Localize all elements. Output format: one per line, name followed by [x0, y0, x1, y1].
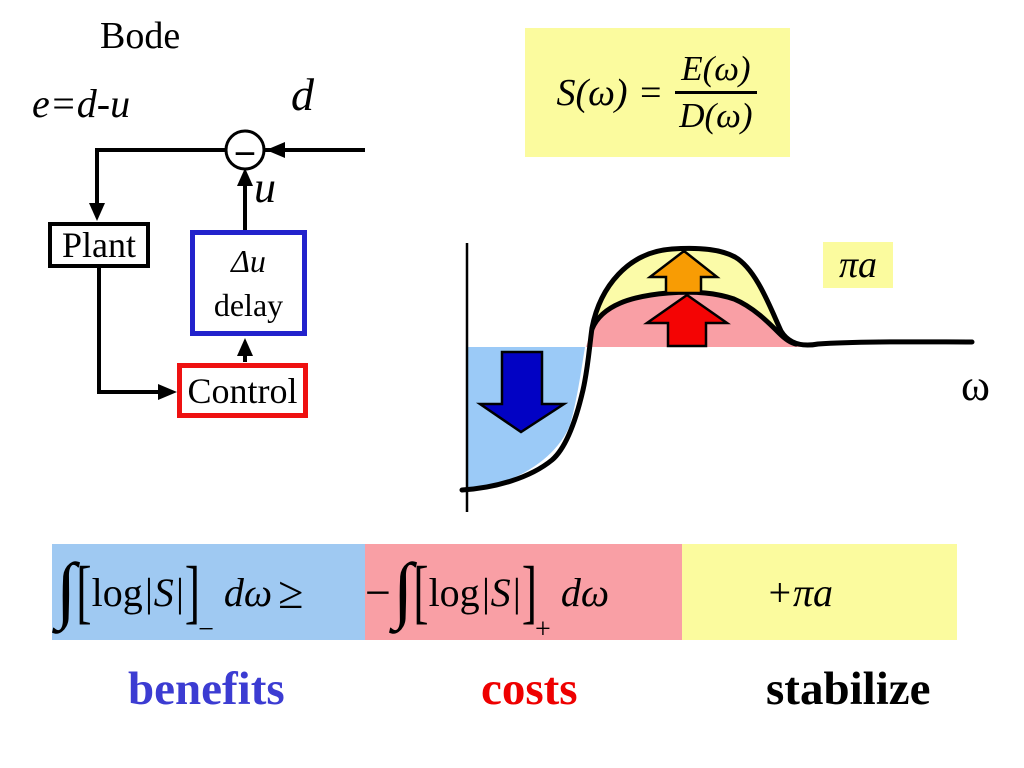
close-bracket: ] [184, 551, 201, 631]
differential-text: dω [560, 569, 610, 615]
log-text: log [428, 569, 480, 615]
arrowhead-into-summer [266, 142, 285, 158]
costs-term-segment: − ∫ [ log |S| ] + dω [365, 544, 682, 645]
sensitivity-curve-nominal [589, 289, 799, 347]
summing-junction-minus: − [233, 131, 257, 176]
arrowhead-into-control [158, 384, 177, 400]
differential-text: dω [223, 569, 273, 615]
down-arrow-blue [475, 350, 569, 434]
arrowhead-u-into-summer [237, 168, 253, 186]
control-box-label: Control [187, 370, 298, 411]
delay-box: Δu delay [190, 230, 307, 336]
delay-box-line1: Δu [231, 243, 266, 279]
arrowhead-into-plant [89, 203, 105, 221]
pi-a-label: πa [838, 244, 878, 286]
control-signal-label: u [254, 163, 276, 212]
error-equation-label: e=d-u [32, 81, 131, 126]
pi-a-term: +πa [765, 569, 834, 615]
integral-inequality-bar: ∫ [ log |S| ] − dω ≥ − ∫ [ log |S| ] + d… [52, 544, 957, 645]
close-bracket: ] [521, 551, 538, 631]
leading-minus: − [365, 566, 391, 618]
minus-subscript: − [198, 614, 214, 645]
page-title: Bode [100, 15, 181, 57]
waterbed-plot [459, 243, 975, 512]
integral-sign: ∫ [56, 548, 77, 631]
arrowhead-into-delay [237, 338, 253, 356]
open-bracket: [ [413, 551, 429, 631]
geq-sign: ≥ [278, 566, 304, 618]
diagram-arrowheads [89, 142, 285, 400]
up-arrow-red [643, 293, 731, 348]
pi-a-highlight: πa [823, 242, 893, 288]
open-bracket: [ [76, 551, 92, 631]
sensitivity-formula-box: S(ω) = E(ω) D(ω) [525, 28, 790, 157]
abs-s-text: |S| [142, 569, 185, 615]
benefits-caption: benefits [128, 663, 285, 715]
plus-subscript: + [535, 614, 551, 645]
benefits-term-segment: ∫ [ log |S| ] − dω ≥ [52, 544, 365, 645]
up-arrow-orange [646, 249, 721, 295]
costs-caption: costs [481, 663, 578, 715]
stabilize-area-fill [592, 248, 796, 344]
sensitivity-equals: = [637, 71, 664, 114]
stabilize-caption: stabilize [766, 663, 931, 715]
plant-to-control-wire [97, 268, 161, 394]
sensitivity-fraction: E(ω) D(ω) [673, 49, 758, 136]
sensitivity-curve-with-delay [459, 245, 975, 493]
disturbance-label: d [291, 69, 314, 120]
sensitivity-lhs: S(ω) [556, 71, 628, 114]
integral-sign: ∫ [392, 548, 414, 631]
delay-box-line2: delay [213, 287, 284, 323]
plant-box-label: Plant [61, 225, 136, 265]
omega-axis-label: ω [961, 361, 990, 410]
stabilize-term-segment: +πa [682, 544, 957, 640]
sensitivity-numerator: E(ω) [675, 49, 757, 94]
abs-s-text: |S| [479, 569, 522, 615]
log-text: log [91, 569, 143, 615]
sensitivity-denominator: D(ω) [679, 96, 753, 135]
plant-box: Plant [48, 222, 150, 268]
summing-junction-circle [224, 129, 266, 171]
control-box: Control [177, 363, 308, 418]
